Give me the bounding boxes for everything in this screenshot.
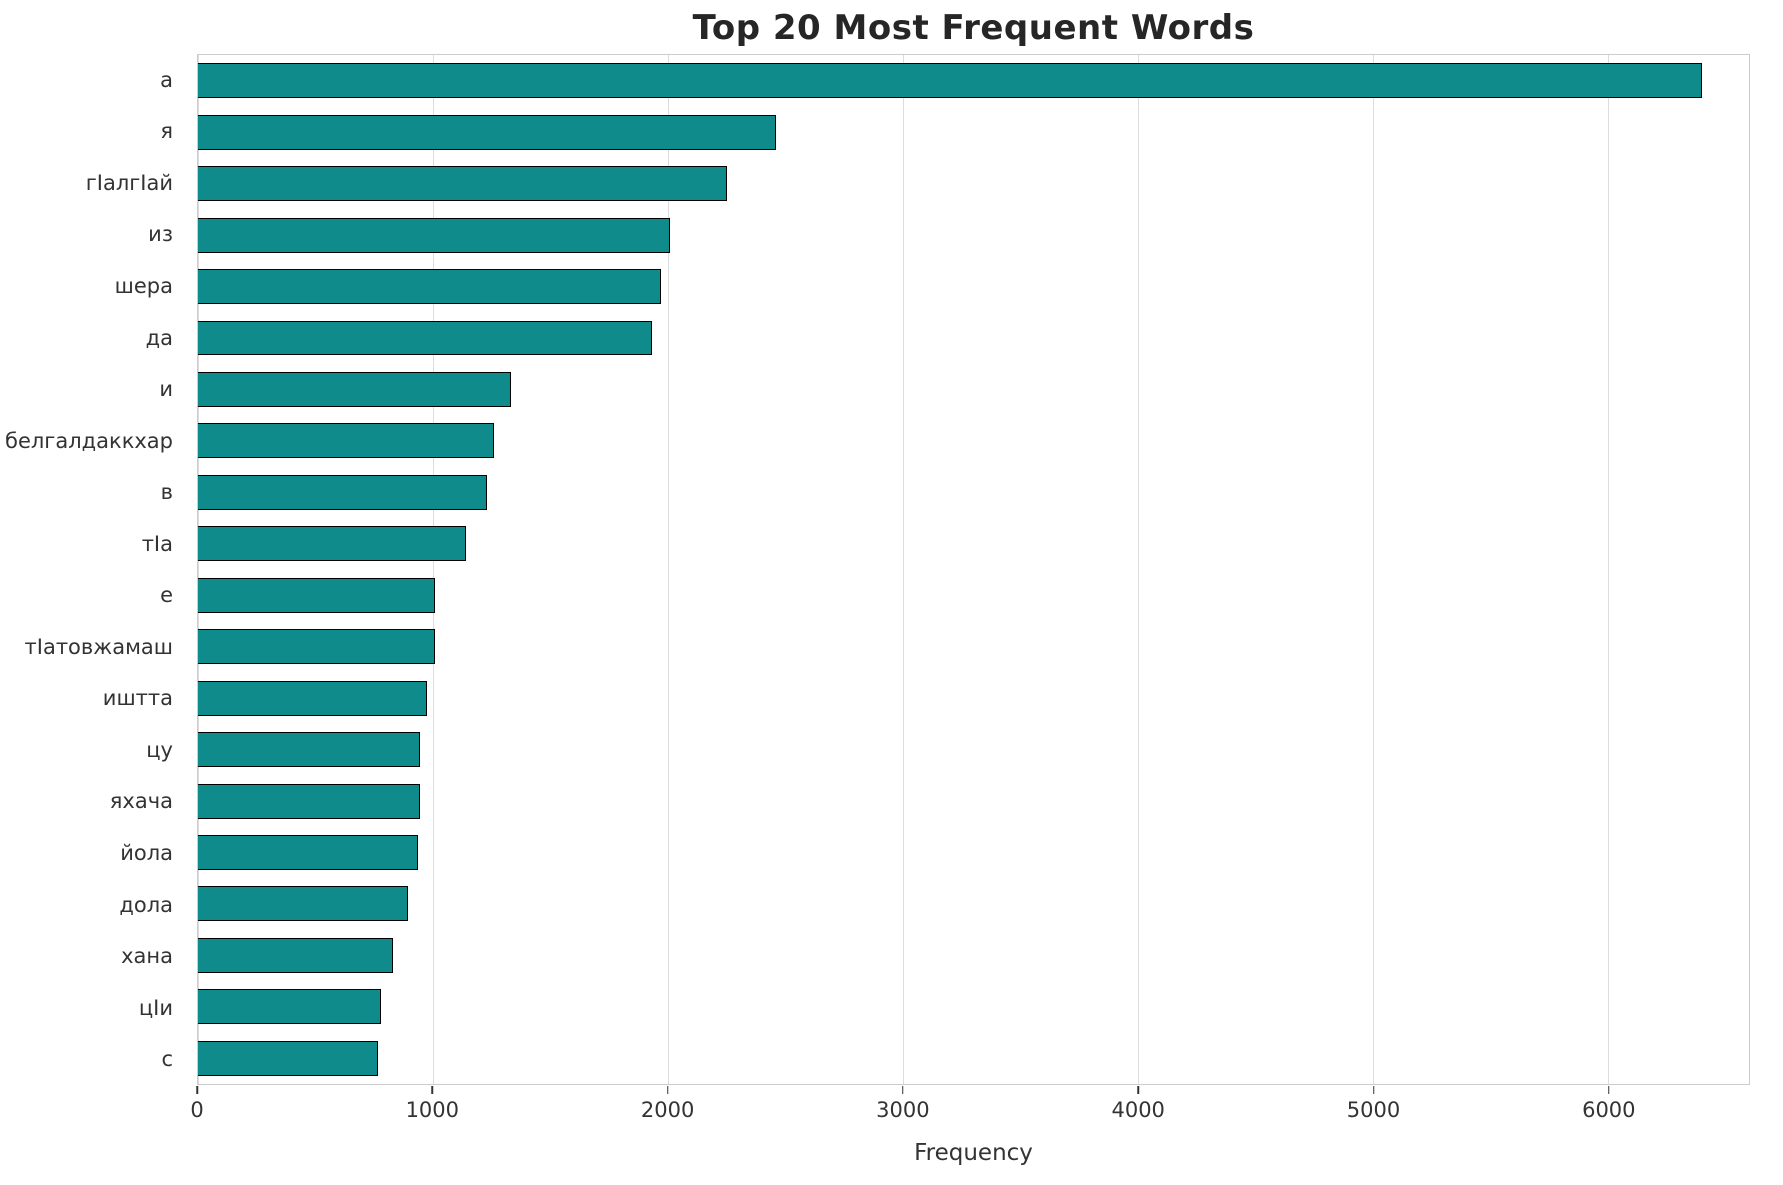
bar-row: [198, 467, 1749, 518]
y-tick-label: тӀа: [141, 531, 173, 556]
plot-area: [197, 54, 1750, 1085]
bar: [198, 835, 418, 871]
bar: [198, 217, 671, 253]
y-tick-label: яхача: [109, 789, 173, 814]
bar-row: [198, 415, 1749, 466]
bar-row: [198, 261, 1749, 312]
x-tick-label: 4000: [1111, 1097, 1165, 1122]
x-tick-label: 1000: [405, 1097, 460, 1122]
bar: [198, 1040, 378, 1076]
bar: [198, 371, 511, 407]
bar: [198, 989, 382, 1025]
x-tick-mark: [666, 1085, 669, 1094]
x-axis-label: Frequency: [914, 1140, 1033, 1166]
y-tick-label: с: [161, 1047, 173, 1072]
x-tick-mark: [196, 1085, 198, 1094]
bar-row: [198, 724, 1749, 775]
bar-row: [198, 209, 1749, 260]
x-tick-mark: [431, 1085, 434, 1094]
bar: [198, 63, 1702, 99]
x-tick-mark: [1137, 1085, 1139, 1094]
x-tick-mark: [1608, 1085, 1610, 1094]
y-tick-label: цу: [146, 737, 173, 762]
bar: [198, 783, 421, 819]
bar-series: [198, 55, 1749, 1084]
y-tick-label: а: [160, 67, 173, 92]
gridline: [1372, 55, 1374, 1084]
x-tick-label: 0: [190, 1097, 204, 1122]
bar-row: [198, 518, 1749, 569]
y-tick-label: да: [145, 325, 173, 350]
bar: [198, 166, 727, 202]
y-tick-label: гӀалгӀай: [85, 170, 173, 195]
bar-row: [198, 158, 1749, 209]
gridline: [667, 55, 669, 1084]
x-tick-label: 2000: [640, 1097, 695, 1122]
bar: [198, 269, 661, 305]
bar-row: [198, 312, 1749, 363]
bar: [198, 629, 436, 665]
bar: [198, 886, 409, 922]
gridline: [902, 55, 904, 1084]
bar: [198, 114, 777, 150]
y-tick-label: тӀатовжамаш: [24, 634, 173, 659]
x-tick-label: 6000: [1582, 1097, 1636, 1122]
bar-row: [198, 878, 1749, 929]
y-tick-label: я: [160, 119, 173, 144]
bar-row: [198, 775, 1749, 826]
bar-row: [198, 672, 1749, 723]
bar: [198, 680, 428, 716]
bar: [198, 577, 436, 613]
y-tick-label: шера: [114, 273, 173, 298]
y-tick-label: иштта: [102, 686, 173, 711]
bar-row: [198, 106, 1749, 157]
y-tick-label: дола: [119, 892, 173, 917]
bar: [198, 526, 466, 562]
bar: [198, 423, 495, 459]
y-tick-label: хана: [121, 944, 173, 969]
bar-row: [198, 930, 1749, 981]
x-tick-label: 5000: [1346, 1097, 1401, 1122]
bar-row: [198, 981, 1749, 1032]
y-tick-label: и: [159, 377, 173, 402]
x-tick-label: 3000: [876, 1097, 930, 1122]
bar-row: [198, 55, 1749, 106]
bar: [198, 320, 652, 356]
gridline: [1137, 55, 1139, 1084]
y-tick-label: йола: [120, 840, 173, 865]
y-tick-label: из: [148, 222, 173, 247]
y-axis-labels: а я гӀалгӀай из шера да и белгалдаккхар в тӀа е тӀа…: [0, 54, 185, 1085]
chart-title: Top 20 Most Frequent Words: [692, 8, 1255, 48]
bar-row: [198, 1033, 1749, 1084]
x-axis: 0 1000 2000 3000 4000 5000 6000: [190, 1085, 1750, 1131]
y-tick-label: цӀи: [138, 995, 173, 1020]
y-tick-label: белгалдаккхар: [5, 428, 173, 453]
bar: [198, 937, 394, 973]
x-tick-mark: [902, 1085, 904, 1094]
y-tick-label: в: [160, 480, 173, 505]
bar-row: [198, 364, 1749, 415]
x-tick-mark: [1372, 1085, 1375, 1094]
gridline: [432, 55, 434, 1084]
bar-row: [198, 621, 1749, 672]
bar-row: [198, 827, 1749, 878]
bar-row: [198, 570, 1749, 621]
grid-overlay: [197, 55, 1749, 1084]
gridline: [1607, 55, 1609, 1084]
y-tick-label: е: [160, 583, 173, 608]
gridline: [197, 55, 199, 1084]
bar: [198, 474, 488, 510]
bar: [198, 732, 421, 768]
